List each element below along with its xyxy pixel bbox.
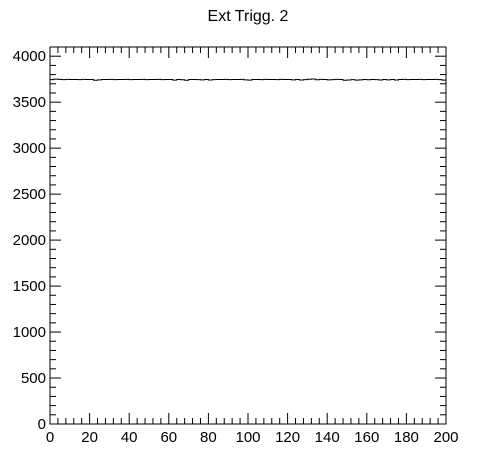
y-tick-label: 2500 (13, 186, 46, 203)
x-tick-label: 200 (433, 429, 458, 446)
x-tick-label: 140 (315, 429, 340, 446)
x-tick-label: 0 (46, 429, 54, 446)
y-tick-label: 1500 (13, 278, 46, 295)
x-tick-label: 80 (200, 429, 217, 446)
y-tick-label: 500 (21, 370, 46, 387)
y-tick-label: 0 (38, 416, 46, 433)
series-line (50, 79, 446, 80)
plot-frame (50, 47, 446, 424)
x-tick-label: 100 (235, 429, 260, 446)
y-tick-label: 3000 (13, 140, 46, 157)
x-tick-label: 60 (160, 429, 177, 446)
y-tick-label: 1000 (13, 324, 46, 341)
chart-title: Ext Trigg. 2 (208, 8, 289, 25)
y-tick-label: 3500 (13, 94, 46, 111)
y-axis-ticks (50, 47, 446, 424)
x-axis-tick-labels: 0 20 40 60 80 100 120 140 160 180 200 (46, 429, 459, 446)
x-tick-label: 180 (394, 429, 419, 446)
x-tick-label: 40 (121, 429, 138, 446)
x-tick-label: 160 (354, 429, 379, 446)
y-tick-label: 4000 (13, 48, 46, 65)
x-axis-ticks (50, 47, 446, 424)
x-tick-label: 120 (275, 429, 300, 446)
x-tick-label: 20 (81, 429, 98, 446)
y-tick-label: 2000 (13, 232, 46, 249)
y-axis-tick-labels: 0 500 1000 1500 2000 2500 3000 3500 4000 (13, 48, 46, 433)
